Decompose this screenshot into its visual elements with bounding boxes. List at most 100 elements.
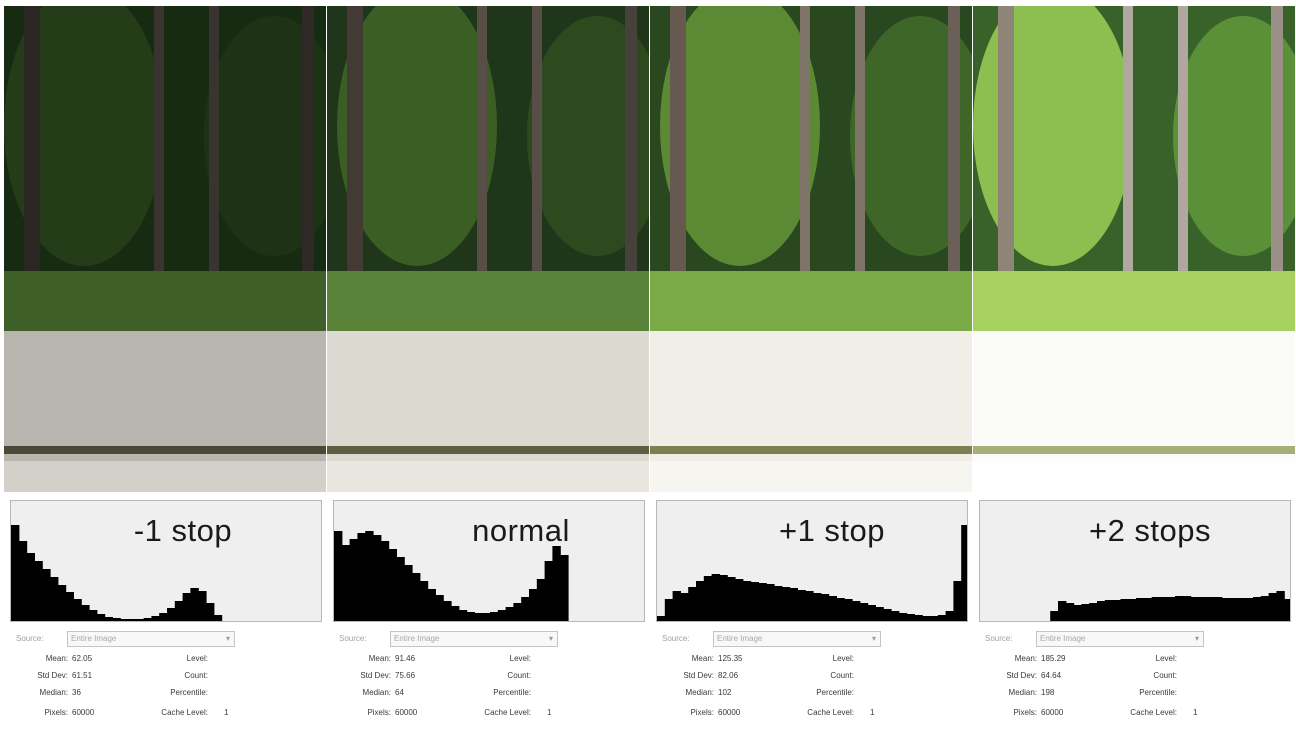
histogram-bin (1206, 597, 1215, 621)
histogram-bin (128, 619, 137, 621)
source-row: Source: Entire Image ▾ (656, 629, 968, 647)
pixels-label: Pixels: (44, 708, 68, 717)
cache-level-value: 1 (870, 708, 875, 717)
histogram-bin (1104, 600, 1114, 621)
stat-row-median: Median: 36 Percentile: (10, 688, 322, 701)
mean-label: Mean: (368, 654, 391, 663)
histogram-bin (112, 618, 121, 621)
histogram-bin (937, 615, 947, 621)
histogram-bin (735, 579, 744, 621)
histogram-bin (435, 595, 444, 621)
mean-value: 185.29 (1041, 654, 1066, 663)
histogram-bin (742, 581, 752, 621)
level-label: Level: (186, 654, 208, 663)
histogram-bin (1151, 597, 1160, 621)
cache-level-value: 1 (547, 708, 552, 717)
histogram-bin (89, 610, 98, 621)
histogram-bin (859, 603, 869, 621)
exposure-label: +2 stops (1088, 513, 1212, 548)
histogram-bin (789, 588, 798, 621)
histogram-bin (474, 613, 483, 621)
stat-row-pixels: Pixels: 60000 Cache Level: 1 (333, 708, 645, 721)
histogram: +1 stop (656, 500, 968, 622)
histogram-bin (1229, 598, 1238, 621)
histogram-bin (1245, 598, 1254, 621)
histogram-bin (120, 619, 129, 621)
chevron-down-icon: ▾ (548, 634, 553, 643)
histogram-bin (758, 583, 767, 621)
histogram-bin (536, 579, 546, 621)
histogram-bin (11, 525, 20, 621)
histogram-bin (65, 592, 74, 621)
panel-plus-2-stops: +2 stops Source: Entire Image ▾ Mean: 18… (973, 0, 1295, 731)
cache-level-value: 1 (224, 708, 229, 717)
stat-row-std-dev: Std Dev: 75.66 Count: (333, 671, 645, 684)
histogram-bin (664, 599, 674, 621)
histogram-bin (813, 593, 822, 621)
histogram-bin (497, 610, 507, 621)
mean-value: 62.05 (72, 654, 93, 663)
histogram-bin (1260, 596, 1270, 621)
histogram-bin (404, 565, 413, 621)
histogram-bin (73, 599, 82, 621)
stat-row-std-dev: Std Dev: 64.64 Count: (979, 671, 1291, 684)
histogram-bin (766, 584, 775, 621)
std-dev-value: 75.66 (395, 671, 416, 680)
histogram-bin (427, 589, 436, 621)
histogram: +2 stops (979, 500, 1291, 622)
stat-row-pixels: Pixels: 60000 Cache Level: 1 (10, 708, 322, 721)
source-dropdown[interactable]: Entire Image ▾ (1036, 631, 1204, 647)
forest-photo (4, 6, 326, 492)
histogram-bin (365, 531, 374, 621)
histogram-bin (521, 597, 530, 621)
histogram-bin (190, 588, 199, 621)
histogram-bin (349, 539, 358, 621)
histogram-graph (11, 525, 223, 621)
histogram-bin (961, 525, 967, 621)
histogram-bin (42, 569, 51, 621)
source-dropdown[interactable]: Entire Image ▾ (67, 631, 235, 647)
histogram-bin (828, 596, 837, 621)
histogram-bin (891, 611, 900, 621)
cache-level-label: Cache Level: (1130, 708, 1177, 717)
histogram-bin (688, 587, 697, 621)
stat-row-std-dev: Std Dev: 82.06 Count: (656, 671, 968, 684)
histogram-bin (922, 616, 931, 621)
count-label: Count: (1153, 671, 1177, 680)
histogram-bin (875, 607, 884, 621)
mean-value: 125.35 (718, 654, 743, 663)
level-label: Level: (1155, 654, 1177, 663)
histogram-bin (852, 601, 861, 621)
median-value: 198 (1041, 688, 1055, 697)
panel-normal: normal Source: Entire Image ▾ Mean: 91.4… (327, 0, 649, 731)
median-label: Median: (362, 688, 391, 697)
source-value: Entire Image (394, 634, 440, 643)
histogram-bin (820, 594, 830, 621)
histogram-bin (1159, 597, 1168, 621)
stat-row-pixels: Pixels: 60000 Cache Level: 1 (979, 708, 1291, 721)
mean-label: Mean: (1014, 654, 1037, 663)
cache-level-label: Cache Level: (161, 708, 208, 717)
chevron-down-icon: ▾ (225, 634, 230, 643)
source-dropdown[interactable]: Entire Image ▾ (390, 631, 558, 647)
median-value: 64 (395, 688, 404, 697)
stat-row-pixels: Pixels: 60000 Cache Level: 1 (656, 708, 968, 721)
source-label: Source: (985, 634, 1013, 643)
histogram-bin (388, 549, 397, 621)
histogram-bin (18, 541, 28, 621)
histogram-bin (898, 613, 908, 621)
source-row: Source: Entire Image ▾ (979, 629, 1291, 647)
histogram-bin (490, 612, 499, 621)
chevron-down-icon: ▾ (1194, 634, 1199, 643)
pixels-value: 60000 (395, 708, 418, 717)
histogram-bin (914, 615, 923, 621)
histogram-bin (1198, 597, 1207, 621)
source-dropdown[interactable]: Entire Image ▾ (713, 631, 881, 647)
histogram-bin (836, 598, 845, 621)
histogram-bin (505, 607, 514, 621)
std-dev-value: 61.51 (72, 671, 93, 680)
stat-row-median: Median: 198 Percentile: (979, 688, 1291, 701)
statistics-panel: Source: Entire Image ▾ Mean: 91.46 Level… (333, 626, 645, 730)
histogram-bin (135, 619, 145, 621)
histogram-bin (466, 612, 475, 621)
